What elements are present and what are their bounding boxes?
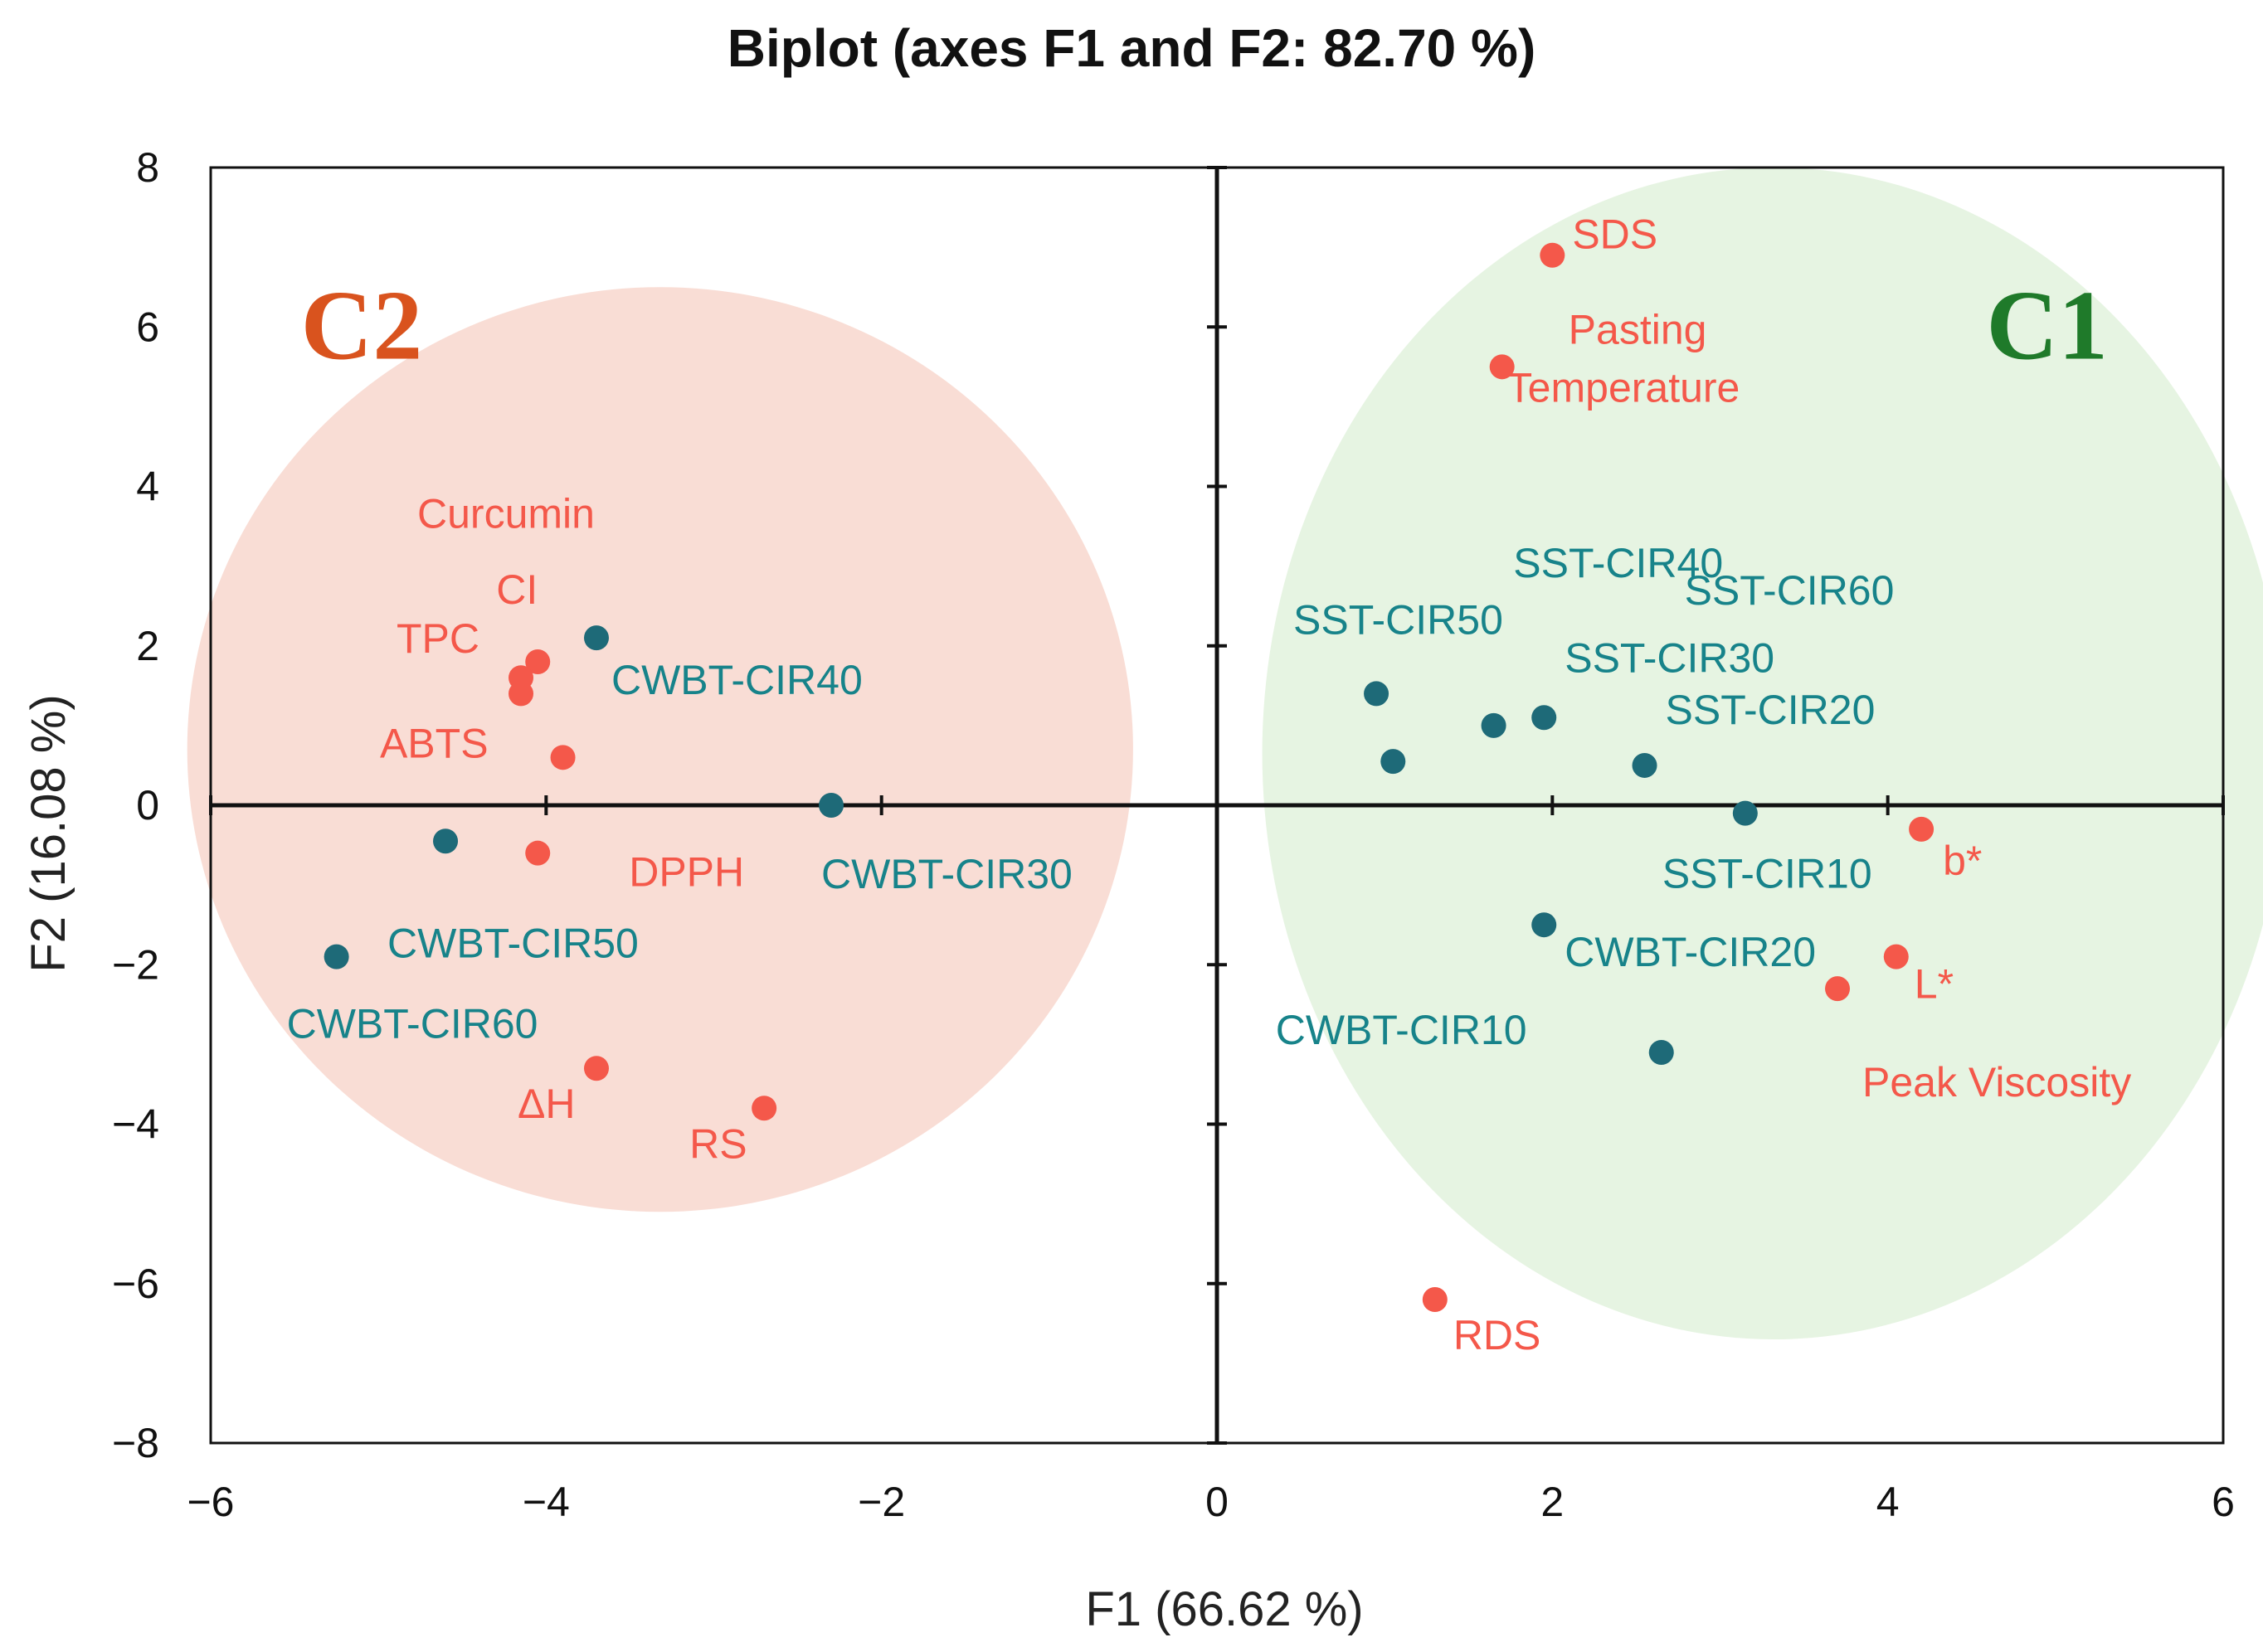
x-tick-label: 4 [1876, 1479, 1900, 1525]
observation-label-cwbt-cir20: CWBT-CIR20 [1565, 929, 1816, 975]
y-tick-label: −8 [112, 1420, 159, 1466]
observation-point-cwbt-cir30 [819, 793, 844, 818]
variable-label-tpc: TPC [397, 615, 479, 662]
variable-point-b- [1909, 816, 1934, 842]
observation-label-sst-cir20: SST-CIR20 [1666, 687, 1876, 733]
observation-label-sst-cir60: SST-CIR60 [1685, 567, 1895, 614]
y-tick-label: 2 [136, 623, 159, 669]
observation-point-sst-cir20 [1632, 752, 1657, 778]
y-tick-label: −6 [112, 1261, 159, 1307]
point-labels: SDS Pasting Temperature CI TPC Curcumin ABTS DP… [287, 211, 2132, 1358]
chart-title: Biplot (axes F1 and F2: 82.70 %) [728, 18, 1536, 78]
observation-label-cwbt-cir40: CWBT-CIR40 [611, 657, 863, 703]
observation-label-cwbt-cir10: CWBT-CIR10 [1276, 1007, 1527, 1053]
observation-label-sst-cir10: SST-CIR10 [1662, 851, 1872, 897]
x-tick-label: 2 [1540, 1479, 1564, 1525]
cluster-ellipses [187, 168, 2263, 1339]
variable-label-rds: RDS [1453, 1312, 1541, 1358]
variable-label-l-: L* [1915, 961, 1954, 1008]
cluster-labels: C1 C2 [301, 270, 2108, 381]
variable-label-abts: ABTS [380, 720, 489, 766]
x-tick-label: −6 [187, 1479, 234, 1525]
y-tick-label: −4 [112, 1101, 159, 1148]
observation-point-sst-cir50 [1364, 681, 1389, 707]
observation-label-sst-cir50: SST-CIR50 [1293, 596, 1503, 643]
cluster-label-c1: C1 [1986, 270, 2108, 381]
variable-point-ci [525, 649, 551, 674]
x-tick-label: −4 [523, 1479, 570, 1525]
observation-point-cwbt-cir20 [1531, 912, 1557, 938]
variable-point-dpph [525, 840, 551, 866]
observation-label-sst-cir40: SST-CIR40 [1513, 540, 1723, 586]
observation-point-sst-cir60 [1481, 712, 1506, 738]
cluster-label-c2: C2 [301, 270, 423, 381]
observation-point-cwbt-cir10 [1648, 1039, 1674, 1065]
observation-point-cwbt-cir50 [433, 828, 459, 854]
cluster-ellipse-c2 [187, 287, 1133, 1212]
y-axis-title: F2 (16.08 %) [22, 694, 75, 972]
observation-point-cwbt-cir60 [324, 944, 349, 969]
variable-point-rds [1422, 1286, 1448, 1312]
variable-label-pasting-temperature: Pasting Temperature [1507, 306, 1740, 411]
variable-label-b-: b* [1943, 838, 1982, 884]
observation-label-cwbt-cir30: CWBT-CIR30 [821, 851, 1073, 897]
y-tick-label: 4 [136, 464, 159, 510]
axes: −6 −4 −2 0 2 4 6 −8 −6 −4 −2 0 2 4 6 8 [112, 144, 2235, 1525]
observation-label-cwbt-cir60: CWBT-CIR60 [287, 1001, 538, 1047]
variable-label-ci: CI [496, 566, 538, 613]
variable-label-peak-viscosity: Peak Viscosity [1862, 1059, 2131, 1105]
x-tick-label: −2 [858, 1479, 905, 1525]
x-axis-title: F1 (66.62 %) [1085, 1582, 1363, 1636]
variable-label--h: ΔH [518, 1081, 576, 1127]
observation-point-cwbt-cir40 [583, 625, 609, 651]
variable-point-abts [550, 745, 576, 770]
variable-label-dpph: DPPH [629, 849, 744, 896]
variable-label-sds: SDS [1572, 211, 1657, 258]
y-tick-label: −2 [112, 941, 159, 988]
variable-point-l- [1883, 944, 1909, 969]
observation-label-cwbt-cir50: CWBT-CIR50 [387, 920, 639, 966]
observation-label-sst-cir30: SST-CIR30 [1565, 634, 1774, 681]
variable-point-curcumin [509, 681, 534, 707]
variable-label-rs: RS [689, 1120, 747, 1167]
y-tick-label: 0 [136, 782, 159, 828]
x-tick-label: 6 [2212, 1479, 2235, 1525]
variable-point-sds [1540, 242, 1565, 268]
y-tick-label: 8 [136, 144, 159, 191]
observation-point-sst-cir10 [1732, 800, 1758, 826]
variable-point-pasting-temperature [1489, 354, 1515, 380]
y-tick-label: 6 [136, 304, 159, 350]
cluster-ellipse-c1 [1262, 168, 2263, 1339]
variable-point--h [583, 1056, 609, 1081]
observation-point-sst-cir30 [1531, 705, 1557, 731]
variable-label-curcumin: Curcumin [417, 490, 595, 537]
variable-point-rs [752, 1096, 777, 1121]
data-points [324, 242, 1934, 1312]
x-tick-label: 0 [1205, 1479, 1229, 1525]
variable-point-peak-viscosity [1825, 976, 1851, 1002]
observation-point-sst-cir40 [1380, 749, 1406, 775]
